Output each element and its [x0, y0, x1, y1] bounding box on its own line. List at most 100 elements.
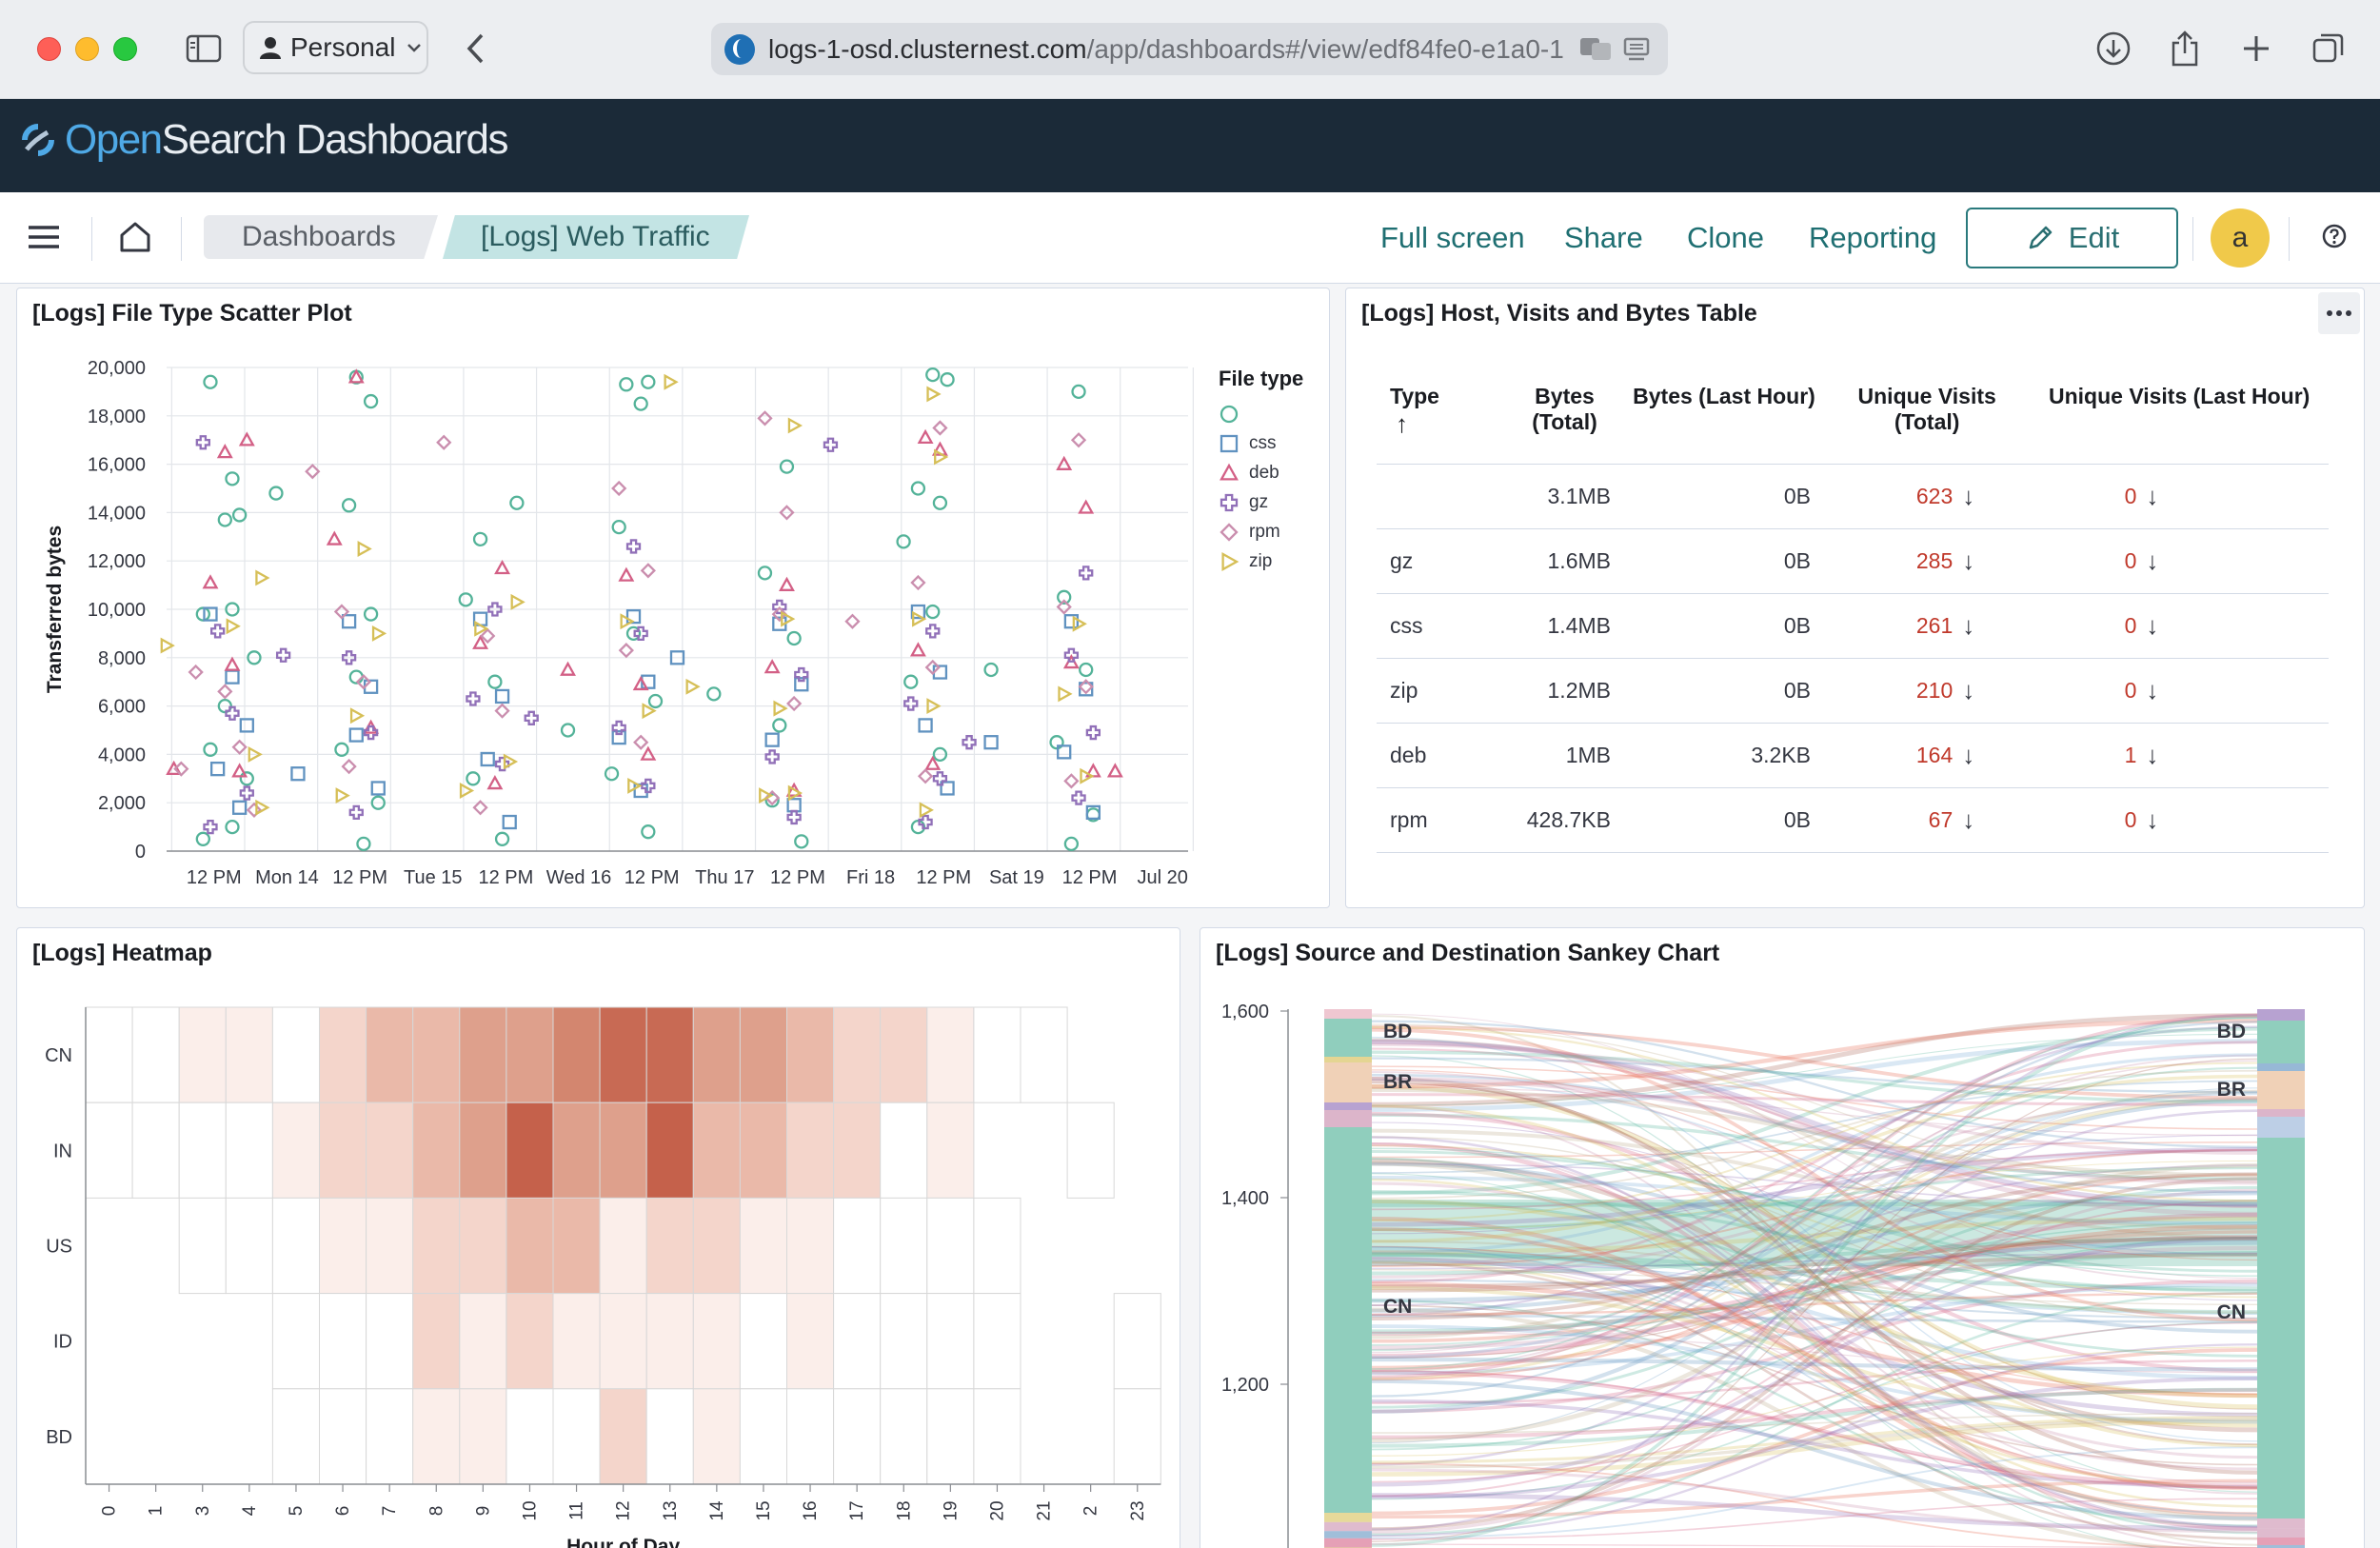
sankey-flow	[1371, 1055, 2258, 1493]
heatmap-cell	[692, 1293, 741, 1390]
reporting-link[interactable]: Reporting	[1809, 221, 1937, 254]
home-icon[interactable]	[118, 220, 152, 259]
cell-type: zip	[1377, 658, 1505, 724]
heatmap-cell	[506, 1388, 554, 1485]
sidebar-toggle-icon[interactable]	[183, 29, 225, 69]
row-label: IN	[53, 1141, 72, 1161]
scatter-point	[370, 795, 386, 810]
profile-button[interactable]: Personal	[243, 21, 428, 74]
sankey-flow	[1371, 1069, 2258, 1261]
sankey-flow	[1371, 1021, 2258, 1398]
sankey-flow	[1371, 1419, 2258, 1477]
opensearch-logo[interactable]: OpenSearch Dashboards	[19, 116, 509, 164]
column-header-bytes-total[interactable]: Bytes (Total)	[1505, 376, 1624, 465]
sankey-flow	[1371, 1036, 2258, 1442]
scatter-point	[757, 410, 773, 427]
filter-arrow-icon[interactable]: ↓	[2136, 658, 2329, 724]
sankey-flow	[1371, 1172, 2258, 1321]
filter-arrow-icon[interactable]: ↓	[2136, 787, 2329, 853]
translate-icon[interactable]	[1578, 34, 1613, 69]
scatter-point	[757, 566, 773, 581]
legend-item[interactable]: zip	[1219, 546, 1280, 576]
sankey-flow	[1371, 1057, 2258, 1094]
heatmap-cell	[739, 1006, 788, 1103]
heatmap-cell	[225, 1006, 273, 1103]
edit-button[interactable]: Edit	[1966, 208, 2178, 268]
scatter-point	[341, 650, 357, 665]
heatmap-cell	[692, 1006, 741, 1103]
clone-link[interactable]: Clone	[1687, 221, 1764, 254]
filter-arrow-icon[interactable]: ↓	[1953, 464, 2031, 529]
column-header-visits-total[interactable]: Unique Visits (Total)	[1824, 376, 2031, 465]
legend-item[interactable]: rpm	[1219, 517, 1280, 546]
panel-options-button[interactable]	[2318, 292, 2360, 334]
heatmap-cell	[880, 1293, 928, 1390]
legend-item[interactable]: css	[1219, 428, 1280, 458]
sankey-node-segment	[2257, 1109, 2305, 1117]
scatter-point	[349, 707, 366, 724]
column-header-type[interactable]: Type ↑	[1377, 376, 1505, 465]
legend-item[interactable]: gz	[1219, 487, 1280, 517]
menu-icon[interactable]	[27, 223, 61, 256]
avatar[interactable]: a	[2211, 208, 2270, 268]
sankey-flow	[1371, 1221, 2258, 1346]
scatter-point	[459, 783, 475, 799]
heatmap-cell	[459, 1006, 507, 1103]
filter-arrow-icon[interactable]: ↓	[1953, 658, 2031, 724]
sankey-node-segment	[2257, 1528, 2305, 1538]
filter-arrow-icon[interactable]: ↓	[1953, 593, 2031, 659]
heatmap-cell	[1020, 1006, 1068, 1103]
scatter-point	[620, 613, 635, 630]
filter-arrow-icon[interactable]: ↓	[1953, 787, 2031, 853]
minimize-window-button[interactable]	[75, 37, 99, 61]
maximize-window-button[interactable]	[113, 37, 137, 61]
scatter-point	[458, 592, 473, 607]
legend-item[interactable]: deb	[1219, 458, 1280, 487]
share-link[interactable]: Share	[1564, 221, 1643, 254]
filter-arrow-icon[interactable]: ↓	[2136, 723, 2329, 788]
x-tick-label: 7	[380, 1506, 400, 1517]
scatter-point	[1057, 744, 1072, 760]
help-icon[interactable]	[2321, 223, 2348, 254]
filter-arrow-icon[interactable]: ↓	[1953, 723, 2031, 788]
scatter-point	[503, 753, 519, 770]
sankey-flow	[1371, 1418, 2258, 1469]
x-tick-label: 1	[147, 1506, 167, 1517]
legend-item[interactable]	[1219, 399, 1280, 428]
heatmap-cell	[131, 1006, 180, 1103]
url-domain: logs-1-osd.clusternest.com	[768, 33, 1087, 64]
scatter-point	[225, 705, 240, 721]
scatter-point	[472, 800, 488, 816]
scatter-point	[202, 574, 219, 589]
filter-arrow-icon[interactable]: ↓	[2136, 528, 2329, 594]
filter-arrow-icon[interactable]: ↓	[1953, 528, 2031, 594]
scatter-point	[494, 688, 510, 705]
sankey-flow	[1371, 1279, 2258, 1414]
heatmap-cell	[692, 1388, 741, 1485]
back-arrow-icon[interactable]	[457, 29, 495, 69]
filter-arrow-icon[interactable]: ↓	[2136, 464, 2329, 529]
tab-overview-icon[interactable]	[2308, 29, 2350, 69]
y-axis-title: Transferred bytes	[44, 526, 66, 693]
breadcrumb-dashboards[interactable]: Dashboards	[204, 215, 438, 259]
scatter-point	[224, 656, 241, 671]
url-bar[interactable]: logs-1-osd.clusternest.com/app/dashboard…	[711, 23, 1668, 75]
filter-arrow-icon[interactable]: ↓	[2136, 593, 2329, 659]
sankey-flow	[1371, 1188, 2258, 1534]
new-tab-icon[interactable]	[2237, 29, 2275, 69]
x-tick-label: 14	[707, 1500, 727, 1521]
reader-icon[interactable]	[1622, 36, 1651, 69]
full-screen-link[interactable]: Full screen	[1380, 221, 1525, 254]
scatter-point	[903, 696, 919, 711]
circle-icon	[1220, 405, 1239, 423]
cell-visits-total: 623	[1824, 464, 1954, 529]
sankey-flow	[1371, 1291, 2258, 1537]
scatter-point	[685, 678, 701, 695]
column-header-bytes-last-hour[interactable]: Bytes (Last Hour)	[1624, 376, 1824, 465]
share-icon[interactable]	[2166, 29, 2204, 69]
download-icon[interactable]	[2092, 29, 2134, 69]
sankey-flow	[1371, 1042, 2258, 1155]
close-window-button[interactable]	[37, 37, 61, 61]
column-header-visits-last-hour[interactable]: Unique Visits (Last Hour)	[2030, 376, 2329, 465]
scatter-point	[647, 693, 664, 709]
